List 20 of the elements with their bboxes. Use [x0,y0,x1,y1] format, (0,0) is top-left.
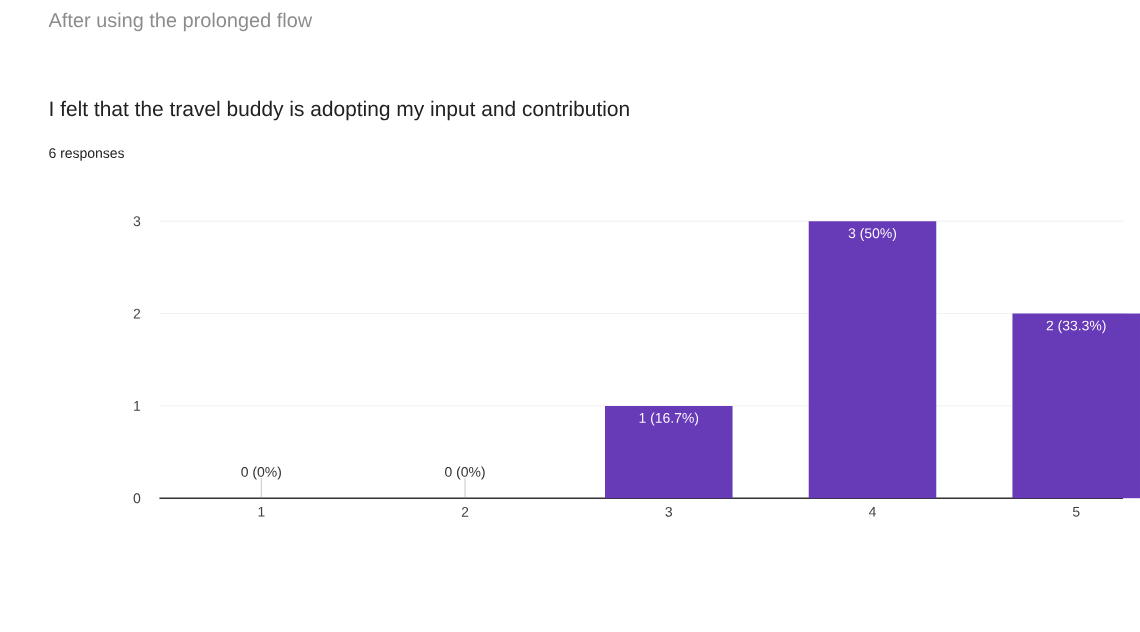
data-label: 1 (16.7%) [639,412,699,426]
text: After using the prolonged flow [48,12,313,32]
y-tick-label: 3 [133,216,141,227]
y-tick-label: 2 [133,308,141,319]
data-label: 0 (0%) [445,466,485,480]
bar [604,406,733,499]
x-tick-label: 1 [258,507,265,517]
y-tick-label: 0 [133,493,141,504]
data-label: 0 (0%) [241,466,281,480]
x-tick-label: 4 [868,507,876,517]
x-tick-label: 2 [461,507,469,517]
data-label: 3 (50%) [848,228,897,242]
chart-subtitle: 6 responses [49,148,125,161]
y-tick-label: 1 [134,401,141,411]
x-tick-label: 5 [1072,507,1080,517]
bar [808,221,937,499]
x-tick-label: 3 [665,507,673,517]
chart-title: I felt that the travel buddy is adopting my input and contribution [50,100,629,121]
data-label: 2 (33.3%) [1046,320,1106,334]
bar [1012,313,1140,499]
